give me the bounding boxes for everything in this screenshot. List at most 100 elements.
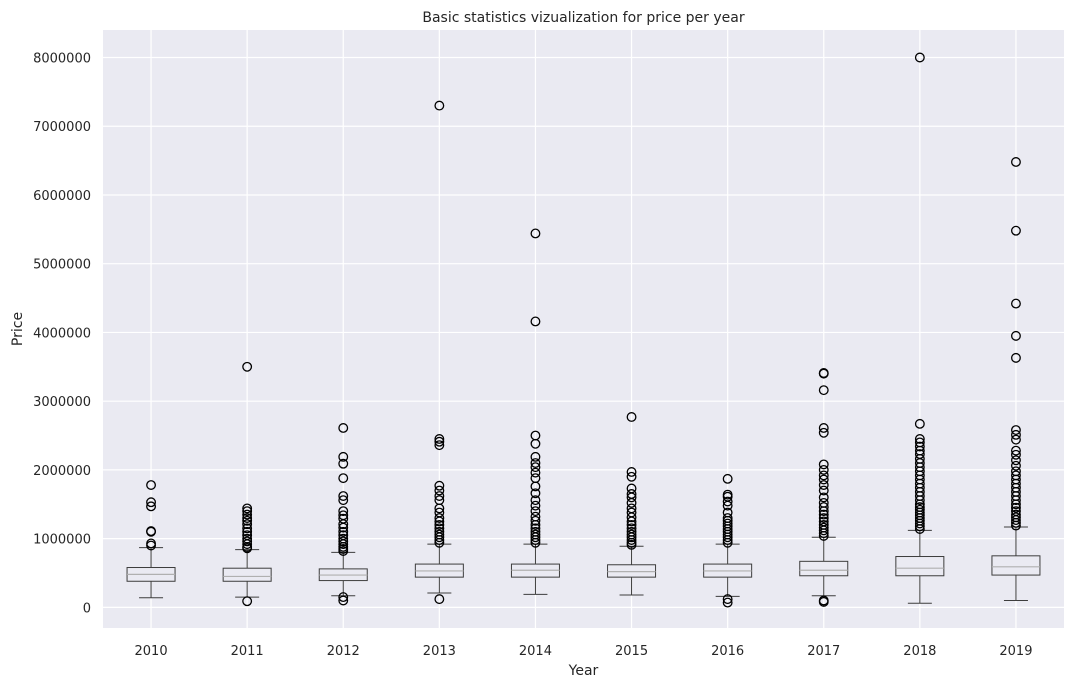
box-2019 xyxy=(991,157,1041,602)
y-tick-label: 8000000 xyxy=(33,51,91,66)
outlier-point xyxy=(338,510,349,521)
outlier-point xyxy=(626,483,637,494)
outlier-point xyxy=(722,513,733,523)
outlier-point xyxy=(338,495,349,506)
outlier-point xyxy=(242,506,253,517)
outlier-point xyxy=(914,418,925,429)
outlier-point xyxy=(434,436,445,447)
outlier-point xyxy=(1011,445,1021,456)
outlier-point xyxy=(1011,225,1021,236)
x-tick-label: 2010 xyxy=(135,644,168,659)
box-2014 xyxy=(510,228,560,595)
outlier-point xyxy=(338,423,349,433)
outlier-point xyxy=(146,501,157,512)
outlier-point xyxy=(338,491,349,501)
outlier-point xyxy=(1011,157,1021,167)
outlier-point xyxy=(242,530,253,541)
outlier-point xyxy=(242,536,253,547)
outlier-point xyxy=(530,458,541,468)
outlier-point xyxy=(722,597,733,608)
outlier-point xyxy=(434,485,445,496)
outlier-point xyxy=(242,503,253,514)
x-tick-labels: 2010 2011 2012 2013 2014 2015 2016 2017 2018 2019 xyxy=(135,644,1033,659)
outlier-point xyxy=(1011,509,1021,520)
outlier-point xyxy=(338,592,349,603)
outlier-point xyxy=(434,480,445,491)
outlier-point xyxy=(434,526,445,537)
outlier-point xyxy=(722,496,733,507)
box-2013 xyxy=(414,100,464,605)
outlier-point xyxy=(530,529,541,540)
box-2011 xyxy=(222,361,272,607)
box-2012 xyxy=(318,423,368,606)
outlier-point xyxy=(530,515,541,526)
outlier-point xyxy=(626,489,637,499)
outlier-point xyxy=(530,495,541,506)
outlier-point xyxy=(1011,434,1021,445)
outlier-point xyxy=(530,430,541,441)
outlier-point xyxy=(818,516,829,527)
iqr-box xyxy=(607,564,657,578)
outlier-point xyxy=(338,513,349,524)
y-tick-label: 1000000 xyxy=(33,533,91,548)
outlier-point xyxy=(242,513,253,523)
x-tick-label: 2019 xyxy=(999,644,1032,659)
outlier-point xyxy=(1011,429,1021,440)
outlier-point xyxy=(242,515,253,526)
outlier-point xyxy=(914,437,925,448)
outlier-point xyxy=(626,503,637,514)
boxes-group xyxy=(126,52,1041,608)
outlier-point xyxy=(626,519,637,530)
outlier-point xyxy=(338,526,349,537)
outlier-point xyxy=(338,458,349,469)
outlier-point xyxy=(818,474,829,485)
x-tick-label: 2016 xyxy=(711,644,744,659)
outlier-point xyxy=(626,529,637,540)
outlier-point xyxy=(818,522,829,533)
outlier-point xyxy=(530,228,541,239)
outlier-point xyxy=(242,533,253,544)
outlier-point xyxy=(1011,298,1021,309)
outlier-point xyxy=(818,470,829,481)
outlier-point xyxy=(338,451,349,462)
outlier-point xyxy=(626,412,637,422)
outlier-point xyxy=(530,488,541,499)
outlier-point xyxy=(626,471,637,482)
outlier-point xyxy=(434,491,445,501)
outlier-point xyxy=(1011,512,1021,523)
outlier-point xyxy=(626,507,637,518)
x-axis-label: Year xyxy=(568,663,599,679)
outlier-point xyxy=(434,440,445,451)
outlier-point xyxy=(338,506,349,517)
box-2018 xyxy=(895,52,945,604)
outlier-point xyxy=(818,513,829,523)
outlier-point xyxy=(530,467,541,478)
outlier-point xyxy=(818,385,829,396)
outlier-point xyxy=(530,526,541,537)
box-2017 xyxy=(799,368,849,607)
outlier-point xyxy=(626,467,637,477)
outlier-point xyxy=(914,504,925,515)
outlier-point xyxy=(914,502,925,512)
iqr-box xyxy=(991,555,1041,576)
y-tick-label: 4000000 xyxy=(33,326,91,341)
outlier-point xyxy=(914,449,925,460)
outlier-point xyxy=(818,480,829,490)
outlier-point xyxy=(530,506,541,517)
outlier-point xyxy=(1011,449,1021,460)
iqr-box xyxy=(222,567,272,582)
outlier-point xyxy=(914,52,925,63)
outlier-point xyxy=(338,595,349,606)
outlier-point xyxy=(818,497,829,508)
outlier-point xyxy=(1011,352,1021,363)
outlier-point xyxy=(722,489,733,500)
outlier-point xyxy=(722,518,733,529)
outlier-point xyxy=(1011,470,1021,481)
outlier-point xyxy=(242,596,253,607)
outlier-point xyxy=(530,316,541,327)
iqr-box xyxy=(799,560,849,577)
outlier-point xyxy=(530,511,541,522)
y-tick-label: 0 xyxy=(83,601,91,616)
outlier-point xyxy=(146,538,157,549)
